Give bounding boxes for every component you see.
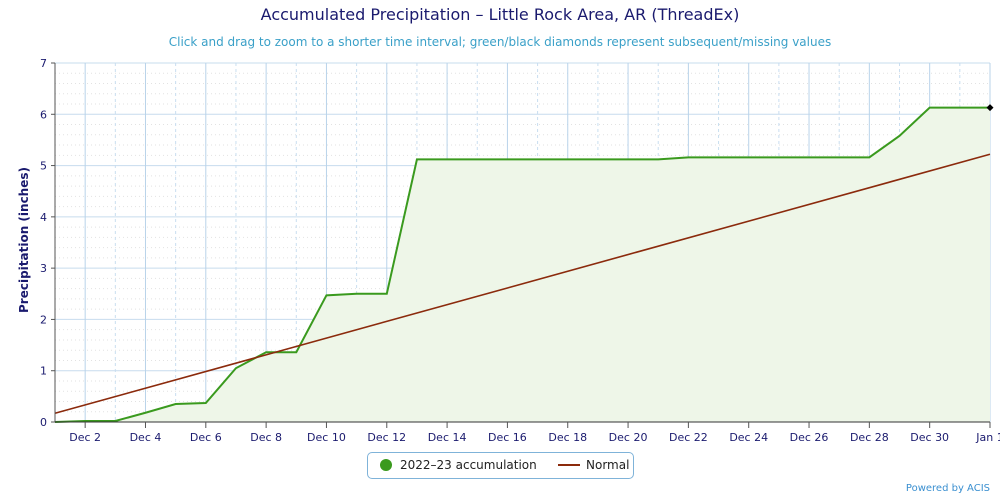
legend[interactable]: 2022–23 accumulation Normal — [367, 452, 634, 479]
chart-title: Accumulated Precipitation – Little Rock … — [260, 5, 740, 24]
x-tick-label: Dec 6 — [190, 431, 222, 444]
x-tick-label: Jan 1 — [975, 431, 1000, 444]
x-tick-label: Dec 12 — [367, 431, 406, 444]
x-tick-label: Dec 30 — [910, 431, 949, 444]
x-tick-label: Dec 10 — [307, 431, 346, 444]
x-tick-label: Dec 16 — [488, 431, 527, 444]
chart-subtitle: Click and drag to zoom to a shorter time… — [168, 35, 832, 49]
y-axis-label: Precipitation (inches) — [17, 167, 31, 313]
y-tick-label: 5 — [40, 160, 47, 173]
axes: 0 1 2 3 4 5 6 7 Dec 2 Dec 4 Dec 6 Dec 8 Dec 10 Dec 12… — [40, 57, 1000, 444]
series-layer — [54, 104, 994, 423]
y-tick-label: 6 — [40, 108, 47, 121]
legend-label-accumulation: 2022–23 accumulation — [400, 458, 537, 472]
legend-item-accumulation[interactable]: 2022–23 accumulation — [380, 458, 537, 472]
normal-line — [54, 153, 991, 415]
y-tick-label: 2 — [40, 313, 47, 326]
x-tick-label: Dec 28 — [850, 431, 889, 444]
y-tick-label: 0 — [40, 416, 47, 429]
legend-marker-normal — [558, 464, 580, 466]
legend-label-normal: Normal — [586, 458, 630, 472]
legend-marker-accumulation — [380, 459, 392, 471]
x-tick-label: Dec 24 — [729, 431, 768, 444]
y-tick-label: 3 — [40, 262, 47, 275]
x-tick-label: Dec 4 — [130, 431, 162, 444]
x-tick-label: Dec 18 — [548, 431, 587, 444]
x-tick-label: Dec 8 — [250, 431, 282, 444]
x-tick-label: Dec 2 — [69, 431, 101, 444]
y-tick-label: 4 — [40, 211, 47, 224]
x-tick-label: Dec 14 — [428, 431, 467, 444]
y-tick-label: 7 — [40, 57, 47, 70]
accumulation-line — [54, 106, 990, 423]
x-tick-label: Dec 20 — [609, 431, 648, 444]
credit-link[interactable]: Powered by ACIS — [905, 483, 990, 494]
x-tick-label: Dec 26 — [790, 431, 829, 444]
x-tick-label: Dec 22 — [669, 431, 708, 444]
diamond-marker — [986, 104, 994, 112]
legend-item-normal[interactable]: Normal — [558, 458, 629, 472]
y-tick-label: 1 — [40, 365, 47, 378]
accumulation-area — [55, 107, 990, 423]
